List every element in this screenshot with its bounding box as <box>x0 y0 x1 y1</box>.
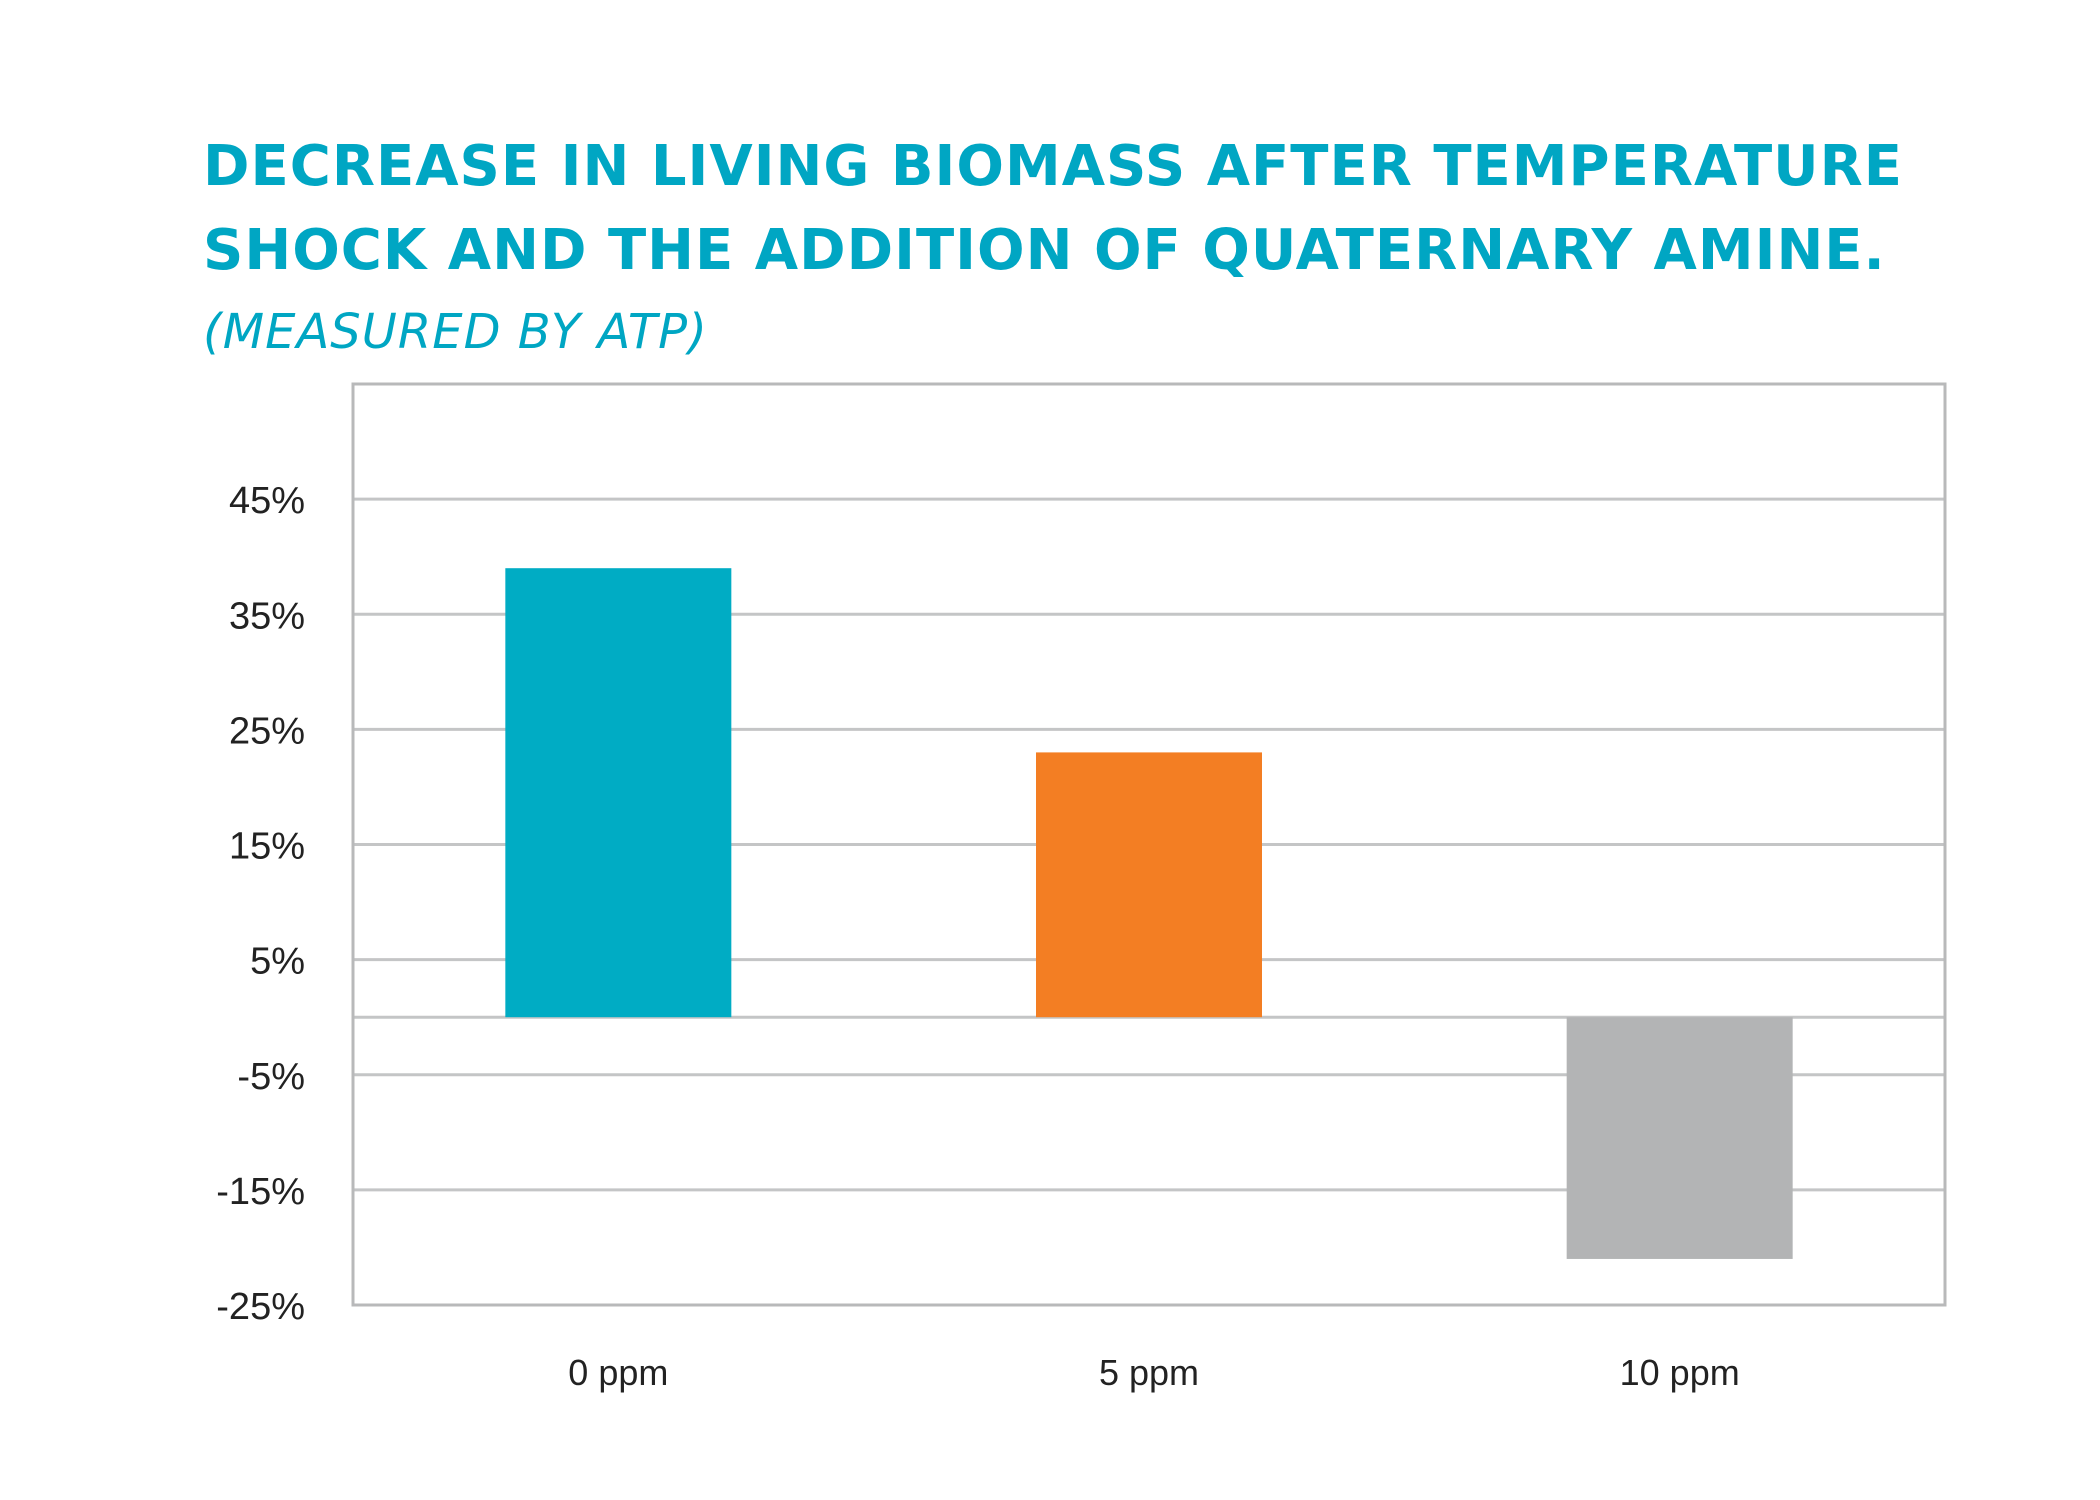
x-category-label: 10 ppm <box>1620 1352 1740 1393</box>
bar <box>1566 1017 1793 1259</box>
plot-border <box>351 382 1947 1307</box>
bar <box>1036 752 1262 1018</box>
y-tick-label: 25% <box>229 710 305 752</box>
y-tick-label: 5% <box>250 941 305 983</box>
y-tick-label: -25% <box>216 1286 305 1328</box>
y-tick-label: -5% <box>237 1056 305 1098</box>
chart-title-block: DECREASE IN LIVING BIOMASS AFTER TEMPERA… <box>203 125 1953 367</box>
y-tick-label: 45% <box>229 480 305 522</box>
bars <box>505 568 1793 1259</box>
bar <box>505 568 732 1018</box>
y-tick-label: 35% <box>229 595 305 637</box>
chart-title-line-1: DECREASE IN LIVING BIOMASS AFTER TEMPERA… <box>203 134 1903 199</box>
y-tick-label: -15% <box>216 1171 305 1213</box>
y-tick-label: 15% <box>229 826 305 868</box>
x-category-label: 5 ppm <box>1099 1352 1199 1393</box>
plot-frame <box>351 382 1947 1307</box>
chart-subtitle: (MEASURED BY ATP) <box>203 304 708 360</box>
y-axis-ticks: 45% 35% 25% 15% 5% -5% -15% -25% <box>216 480 305 1328</box>
chart-title-line-2: SHOCK AND THE ADDITION OF QUATERNARY AMI… <box>203 218 1886 283</box>
x-category-label: 0 ppm <box>568 1352 668 1393</box>
x-axis-categories: 0 ppm 5 ppm 10 ppm <box>568 1352 1739 1393</box>
